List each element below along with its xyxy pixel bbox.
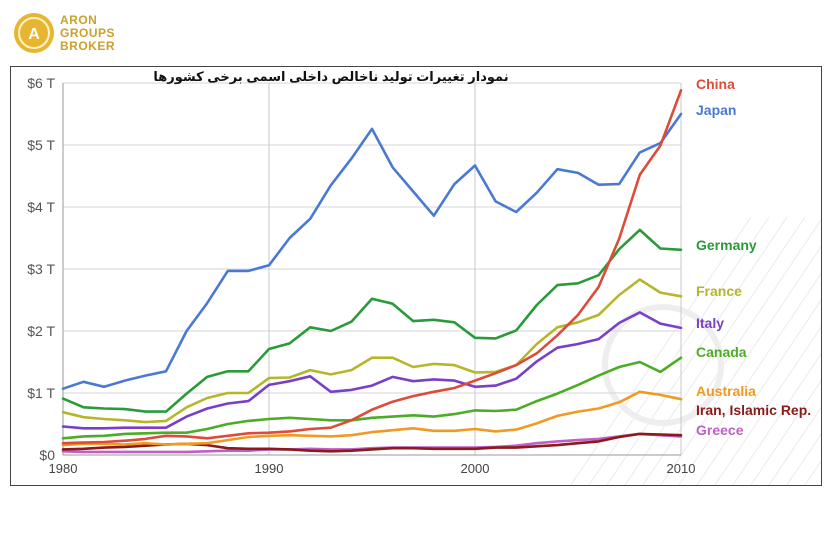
legend-label-iran-islamic-rep: Iran, Islamic Rep. bbox=[696, 402, 811, 418]
chart-frame: $0 $1 T $2 T $3 T $4 T $5 T $6 T 1980 1990 2000 20… bbox=[10, 66, 822, 486]
series-lines bbox=[61, 89, 683, 454]
y-tick-label: $1 T bbox=[27, 385, 55, 401]
chart-axes: $0 $1 T $2 T $3 T $4 T $5 T $6 T 1980 1990 2000 20… bbox=[27, 75, 695, 476]
series-labels: China Japan Germany France Italy Canada Austra… bbox=[696, 76, 811, 438]
series-line-china bbox=[61, 89, 683, 445]
chart-grid bbox=[62, 82, 682, 456]
logo-line-2: GROUPS bbox=[60, 26, 115, 40]
legend-label-canada: Canada bbox=[696, 344, 747, 360]
svg-text:A: A bbox=[28, 26, 40, 43]
legend-label-germany: Germany bbox=[696, 237, 757, 253]
logo-line-1: ARON bbox=[60, 13, 97, 27]
chart-title: نمودار تغییرات تولید ناخالص داخلی اسمی ب… bbox=[153, 69, 508, 84]
series-line-germany bbox=[61, 228, 683, 413]
y-tick-label: $5 T bbox=[27, 137, 55, 153]
watermark-pattern bbox=[570, 216, 821, 485]
x-tick-label: 2000 bbox=[461, 461, 490, 476]
legend-label-japan: Japan bbox=[696, 102, 736, 118]
legend-label-australia: Australia bbox=[696, 383, 756, 399]
legend-label-france: France bbox=[696, 283, 742, 299]
legend-label-italy: Italy bbox=[696, 315, 724, 331]
series-line-france bbox=[61, 278, 683, 424]
x-tick-label: 1990 bbox=[255, 461, 284, 476]
x-tick-label: 1980 bbox=[49, 461, 78, 476]
legend-label-china: China bbox=[696, 76, 735, 92]
x-tick-label: 2010 bbox=[667, 461, 696, 476]
y-tick-label: $4 T bbox=[27, 199, 55, 215]
logo-line-3: BROKER bbox=[60, 39, 115, 53]
y-tick-label: $0 bbox=[39, 447, 55, 463]
gdp-line-chart: $0 $1 T $2 T $3 T $4 T $5 T $6 T 1980 1990 2000 20… bbox=[27, 69, 821, 485]
series-line-japan bbox=[61, 112, 683, 391]
y-tick-label: $2 T bbox=[27, 323, 55, 339]
company-logo: A ARON GROUPS BROKER bbox=[12, 10, 132, 56]
y-tick-label: $3 T bbox=[27, 261, 55, 277]
series-line-canada bbox=[61, 356, 683, 440]
legend-label-greece: Greece bbox=[696, 422, 744, 438]
y-tick-label: $6 T bbox=[27, 75, 55, 91]
series-line-australia bbox=[61, 390, 683, 447]
series-line-italy bbox=[61, 311, 683, 430]
